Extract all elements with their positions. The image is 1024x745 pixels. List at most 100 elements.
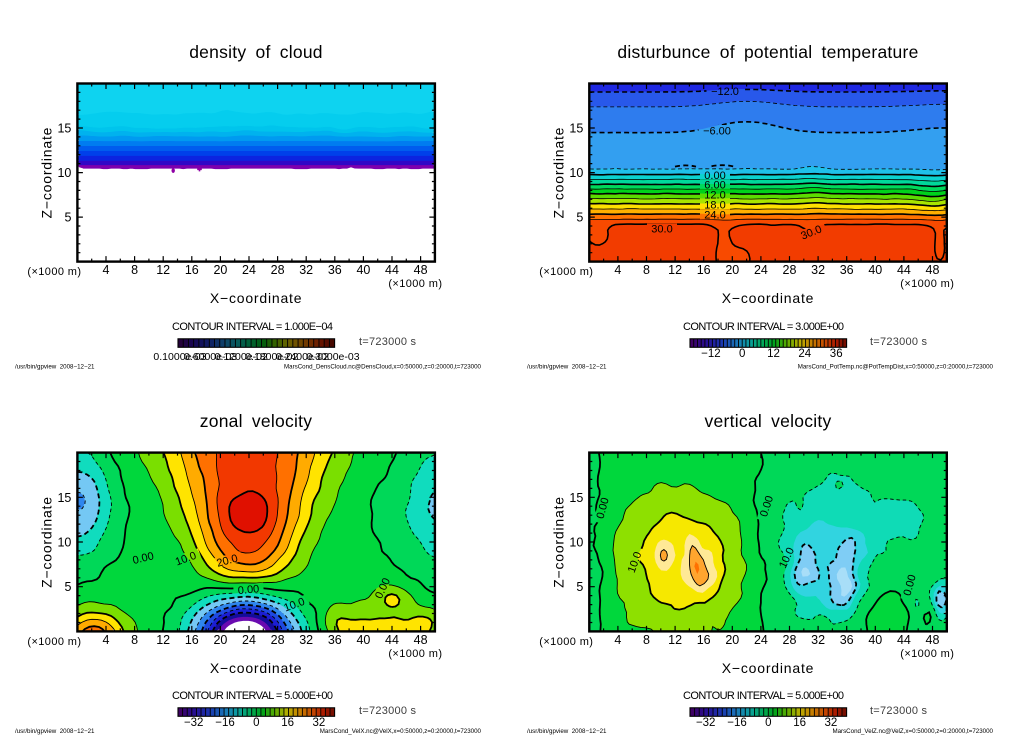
- svg-text:20: 20: [213, 263, 227, 277]
- svg-text:8: 8: [131, 633, 138, 647]
- svg-text:−16: −16: [727, 717, 747, 729]
- svg-text:X−coordinate: X−coordinate: [722, 660, 815, 676]
- svg-text:48: 48: [414, 263, 428, 277]
- svg-text:24.0: 24.0: [704, 210, 725, 222]
- svg-text:density of cloud: density of cloud: [189, 42, 323, 62]
- svg-text:X−coordinate: X−coordinate: [722, 290, 815, 306]
- svg-text:Z−coordinate: Z−coordinate: [38, 127, 54, 219]
- svg-text:/usr/bin/gpview 2008−12−21: /usr/bin/gpview 2008−12−21: [15, 728, 95, 735]
- svg-text:18.0: 18.0: [704, 199, 725, 211]
- svg-text:0: 0: [253, 717, 259, 729]
- svg-text:0: 0: [739, 348, 745, 360]
- svg-text:4: 4: [103, 263, 110, 277]
- svg-text:−6.00: −6.00: [703, 126, 731, 138]
- svg-text:0.6000e-03: 0.6000e-03: [184, 351, 237, 363]
- svg-text:36: 36: [840, 263, 854, 277]
- svg-text:0.00: 0.00: [902, 573, 919, 597]
- svg-text:16: 16: [697, 633, 711, 647]
- svg-text:4: 4: [614, 263, 621, 277]
- svg-text:12: 12: [156, 633, 170, 647]
- svg-text:0.00: 0.00: [131, 550, 155, 567]
- svg-text:32: 32: [299, 633, 313, 647]
- svg-text:CONTOUR INTERVAL = 5.000E+00: CONTOUR INTERVAL = 5.000E+00: [172, 690, 333, 702]
- svg-text:16: 16: [185, 263, 199, 277]
- svg-text:Z−coordinate: Z−coordinate: [550, 496, 566, 588]
- svg-text:5: 5: [576, 580, 583, 594]
- svg-text:48: 48: [926, 633, 940, 647]
- svg-text:44: 44: [385, 263, 399, 277]
- svg-text:0.00: 0.00: [704, 170, 725, 182]
- svg-text:CONTOUR INTERVAL = 5.000E+00: CONTOUR INTERVAL = 5.000E+00: [683, 690, 844, 702]
- svg-text:44: 44: [385, 633, 399, 647]
- svg-text:0.1800e-02: 0.1800e-02: [245, 351, 298, 363]
- svg-text:15: 15: [569, 122, 583, 136]
- svg-text:(×1000 m): (×1000 m): [539, 266, 593, 278]
- svg-text:MarsCond_VelZ.nc@VelZ,x=0:5000: MarsCond_VelZ.nc@VelZ,x=0:50000,z=0:2000…: [832, 728, 993, 735]
- svg-text:10: 10: [57, 166, 71, 180]
- svg-text:zonal velocity: zonal velocity: [200, 411, 313, 431]
- svg-text:32: 32: [825, 717, 838, 729]
- svg-text:16: 16: [697, 263, 711, 277]
- svg-text:20.0: 20.0: [215, 553, 239, 570]
- svg-text:24: 24: [754, 633, 768, 647]
- svg-text:−12: −12: [701, 348, 721, 360]
- svg-text:6.00: 6.00: [704, 180, 725, 192]
- svg-text:12: 12: [668, 633, 682, 647]
- svg-text:12: 12: [767, 348, 780, 360]
- svg-text:−16: −16: [215, 717, 235, 729]
- svg-text:4: 4: [103, 633, 110, 647]
- svg-text:0.2400e-02: 0.2400e-02: [276, 351, 329, 363]
- svg-text:Z−coordinate: Z−coordinate: [550, 127, 566, 219]
- svg-text:vertical velocity: vertical velocity: [705, 411, 832, 431]
- svg-text:40: 40: [868, 263, 882, 277]
- svg-text:0.1000e-03: 0.1000e-03: [153, 351, 206, 363]
- svg-text:5: 5: [576, 211, 583, 225]
- svg-text:15: 15: [57, 491, 71, 505]
- svg-text:32: 32: [811, 263, 825, 277]
- svg-text:28: 28: [783, 263, 797, 277]
- svg-text:24: 24: [798, 348, 811, 360]
- svg-text:20: 20: [725, 263, 739, 277]
- svg-text:44: 44: [897, 263, 911, 277]
- svg-text:20: 20: [213, 633, 227, 647]
- svg-text:−12.0: −12.0: [711, 86, 739, 98]
- svg-text:X−coordinate: X−coordinate: [210, 290, 303, 306]
- svg-text:28: 28: [271, 263, 285, 277]
- svg-text:12: 12: [668, 263, 682, 277]
- svg-text:36: 36: [840, 633, 854, 647]
- svg-text:5: 5: [64, 580, 71, 594]
- svg-text:28: 28: [271, 633, 285, 647]
- svg-text:0.1200e-02: 0.1200e-02: [215, 351, 268, 363]
- svg-text:36: 36: [830, 348, 843, 360]
- svg-text:40: 40: [868, 633, 882, 647]
- svg-text:24: 24: [242, 633, 256, 647]
- svg-text:(×1000 m): (×1000 m): [388, 278, 442, 290]
- svg-text:8: 8: [643, 633, 650, 647]
- svg-text:16: 16: [281, 717, 294, 729]
- svg-text:32: 32: [299, 263, 313, 277]
- svg-text:t=723000 s: t=723000 s: [359, 705, 417, 717]
- svg-text:X−coordinate: X−coordinate: [210, 660, 303, 676]
- svg-text:0: 0: [765, 717, 771, 729]
- svg-text:20: 20: [725, 633, 739, 647]
- svg-text:−32: −32: [184, 717, 204, 729]
- svg-text:16: 16: [185, 633, 199, 647]
- svg-text:MarsCond_VelX.nc@VelX,x=0:5000: MarsCond_VelX.nc@VelX,x=0:50000,z=0:2000…: [320, 728, 482, 735]
- svg-text:t=723000 s: t=723000 s: [870, 705, 928, 717]
- svg-text:15: 15: [57, 122, 71, 136]
- svg-text:10: 10: [57, 536, 71, 550]
- svg-text:(×1000 m): (×1000 m): [27, 266, 81, 278]
- svg-text:CONTOUR INTERVAL = 1.000E−04: CONTOUR INTERVAL = 1.000E−04: [172, 321, 333, 333]
- svg-text:(×1000 m): (×1000 m): [900, 648, 954, 660]
- svg-text:24: 24: [754, 263, 768, 277]
- svg-text:(×1000 m): (×1000 m): [27, 636, 81, 648]
- svg-text:(×1000 m): (×1000 m): [539, 636, 593, 648]
- svg-text:CONTOUR INTERVAL = 3.000E+00: CONTOUR INTERVAL = 3.000E+00: [683, 321, 844, 333]
- svg-text:24: 24: [242, 263, 256, 277]
- svg-text:/usr/bin/gpview 2008−12−21: /usr/bin/gpview 2008−12−21: [527, 364, 607, 371]
- svg-text:48: 48: [414, 633, 428, 647]
- svg-text:/usr/bin/gpview 2008−12−21: /usr/bin/gpview 2008−12−21: [15, 364, 95, 371]
- svg-text:32: 32: [811, 633, 825, 647]
- svg-text:0.3000e-03: 0.3000e-03: [306, 351, 359, 363]
- svg-text:MarsCond_DensCloud.nc@DensClou: MarsCond_DensCloud.nc@DensCloud,x=0:5000…: [284, 364, 482, 371]
